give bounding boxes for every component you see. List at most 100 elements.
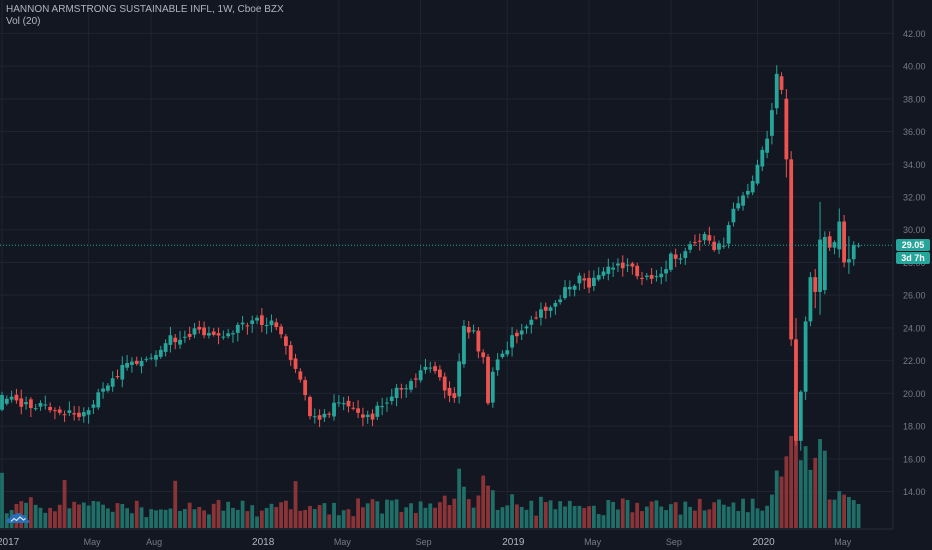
- candle-body: [683, 251, 688, 258]
- volume-bar: [745, 512, 750, 528]
- candle-body: [553, 302, 558, 307]
- volume-bar: [654, 500, 659, 528]
- volume-bar: [818, 439, 822, 528]
- volume-bar: [779, 476, 784, 528]
- candle-body: [842, 221, 846, 263]
- volume-bar: [490, 490, 495, 528]
- candle-body: [818, 239, 822, 292]
- candle-body: [673, 254, 678, 259]
- volume-bar: [755, 508, 760, 528]
- volume-bar: [96, 501, 101, 528]
- volume-bar: [163, 509, 168, 528]
- volume-bar: [668, 504, 673, 528]
- volume-bar: [774, 470, 779, 528]
- volume-bar: [693, 510, 697, 528]
- volume-bar: [437, 502, 442, 528]
- volume-bar: [173, 480, 178, 528]
- volume-bar: [361, 507, 365, 528]
- candle-body: [130, 361, 134, 365]
- candle-body: [327, 413, 332, 415]
- candle-body: [351, 407, 356, 409]
- volume-bar: [399, 511, 404, 528]
- candle-body: [96, 392, 101, 408]
- volume-bar: [514, 504, 519, 528]
- candle-body: [120, 364, 125, 380]
- volume-bar: [616, 509, 620, 528]
- candle-body: [721, 245, 726, 247]
- candle-body: [510, 335, 514, 348]
- candle-body: [779, 76, 784, 90]
- candle-body: [226, 333, 231, 337]
- volume-bar: [750, 498, 755, 528]
- volume-bar: [312, 509, 317, 528]
- volume-bar: [640, 511, 644, 528]
- volume-bar: [664, 510, 668, 528]
- volume-bar: [731, 502, 736, 528]
- volume-bar: [356, 498, 360, 528]
- candle-body: [635, 265, 640, 277]
- volume-bar: [77, 504, 81, 528]
- candle-body: [207, 333, 211, 336]
- volume-bar: [370, 499, 375, 528]
- symbol-title[interactable]: HANNON ARMSTRONG SUSTAINABLE INFL, 1W, C…: [6, 4, 284, 15]
- volume-bar: [683, 501, 688, 528]
- volume-bar: [505, 505, 510, 528]
- y-tick-label: 36.00: [903, 127, 926, 137]
- candle-body: [134, 360, 139, 364]
- volume-bar: [721, 504, 726, 528]
- y-tick-label: 42.00: [903, 29, 926, 39]
- volume-bar: [832, 499, 837, 528]
- candle-body: [240, 322, 245, 325]
- candle-body: [481, 352, 486, 358]
- volume-bar: [336, 515, 341, 528]
- y-tick-label: 14.00: [903, 487, 926, 497]
- candle-body: [678, 258, 683, 260]
- volume-bar: [226, 501, 231, 528]
- volume-bar: [500, 507, 505, 528]
- x-tick-label: Aug: [146, 537, 162, 547]
- volume-bar: [389, 500, 394, 528]
- candle-body: [33, 408, 38, 410]
- volume-bar: [548, 500, 553, 528]
- candle-body: [375, 405, 380, 417]
- candle-body: [125, 362, 130, 368]
- candle-body: [418, 370, 423, 381]
- tradingview-logo-icon[interactable]: [6, 510, 30, 526]
- volume-bar: [635, 502, 640, 528]
- volume-bar: [409, 503, 413, 528]
- candle-body: [38, 403, 43, 407]
- volume-bar: [274, 507, 279, 528]
- candle-body: [404, 388, 409, 390]
- volume-bar: [770, 494, 774, 528]
- candle-body: [394, 387, 399, 399]
- candle-body: [356, 408, 360, 413]
- volume-bar: [130, 513, 134, 528]
- candle-body: [702, 234, 707, 241]
- candle-body: [668, 253, 673, 270]
- candle-body: [837, 221, 842, 250]
- candle-body: [91, 404, 96, 408]
- candle-body: [760, 149, 765, 167]
- candle-body: [736, 203, 741, 209]
- volume-bar: [317, 505, 322, 528]
- candle-body: [433, 366, 437, 372]
- candle-body: [519, 330, 524, 335]
- volume-legend[interactable]: Vol (20): [6, 16, 41, 27]
- candle-body: [245, 325, 250, 327]
- candle-body: [43, 404, 48, 406]
- candle-body: [611, 267, 616, 270]
- candle-body: [717, 243, 721, 250]
- volume-bar: [827, 499, 832, 528]
- candle-body: [620, 262, 625, 269]
- volume-bar: [726, 506, 731, 528]
- volume-bar: [717, 499, 721, 528]
- candle-body: [596, 275, 601, 280]
- volume-bar: [620, 498, 625, 528]
- candle-body: [457, 361, 462, 397]
- candle-body: [712, 241, 717, 251]
- volume-bar: [798, 460, 803, 528]
- volume-bar: [235, 509, 240, 528]
- candle-body: [644, 275, 649, 278]
